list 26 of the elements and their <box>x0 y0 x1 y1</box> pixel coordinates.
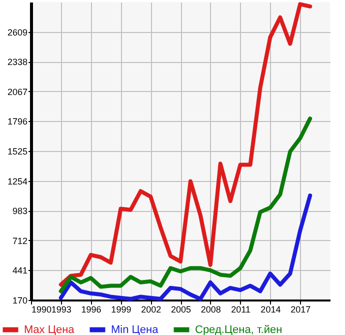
x-tick-label: 1993 <box>51 304 72 314</box>
y-tick-label: 1796 <box>7 116 28 127</box>
legend-label: Max Цена <box>24 324 76 335</box>
y-tick-label: 1254 <box>7 176 28 186</box>
x-tick-label: 2005 <box>170 304 192 314</box>
y-tick-label: 2609 <box>7 27 28 38</box>
y-tick-label: 441 <box>12 266 28 276</box>
x-tick-label: 2017 <box>290 304 311 314</box>
y-tick-label: 2338 <box>7 57 28 68</box>
x-tick-label: 1996 <box>81 304 102 314</box>
legend-label: Сред.Цена, т.йен <box>195 324 282 335</box>
y-tick-label: 170 <box>12 296 28 306</box>
x-tick-label: 2008 <box>200 304 221 314</box>
y-tick-label: 983 <box>12 206 28 216</box>
line-series <box>58 116 312 294</box>
line-series <box>58 194 312 301</box>
y-tick-label: 712 <box>12 236 28 246</box>
x-tick-label: 1999 <box>111 304 132 314</box>
y-tick-label: 2067 <box>7 86 28 97</box>
y-tick-label: 1525 <box>7 146 28 156</box>
legend-label: Min Цена <box>111 324 160 335</box>
x-tick-label: 2002 <box>141 304 162 314</box>
x-tick-label: 2014 <box>260 304 281 314</box>
line-series <box>58 2 312 287</box>
x-tick-label: 1990 <box>32 304 52 314</box>
x-tick-label: 2011 <box>231 304 250 314</box>
